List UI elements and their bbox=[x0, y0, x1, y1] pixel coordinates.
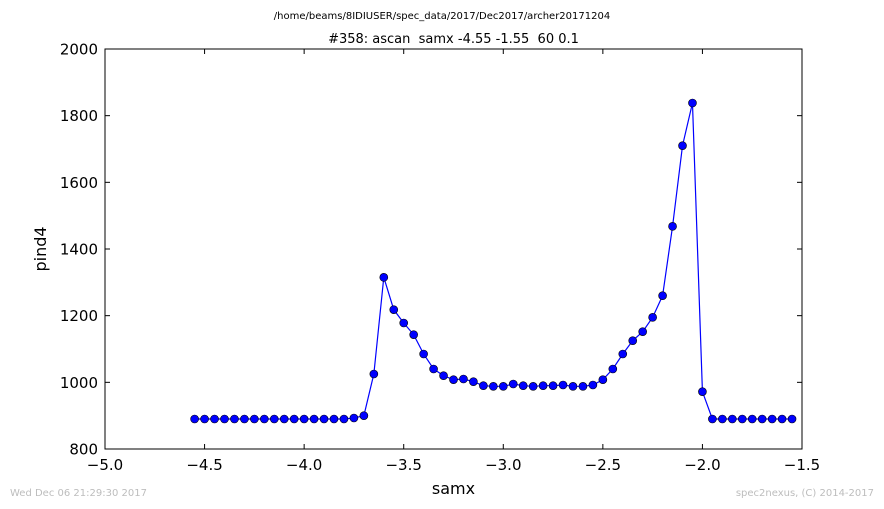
data-point bbox=[628, 336, 638, 345]
data-point bbox=[777, 414, 787, 424]
y-tick-label: 2000 bbox=[60, 41, 98, 59]
data-point bbox=[419, 349, 428, 359]
data-point bbox=[329, 414, 339, 424]
data-point bbox=[698, 387, 707, 396]
data-point bbox=[349, 413, 359, 423]
data-point bbox=[200, 414, 209, 424]
data-point bbox=[409, 330, 418, 339]
data-point bbox=[508, 379, 518, 389]
data-point bbox=[449, 375, 458, 384]
data-point bbox=[339, 414, 349, 424]
data-point bbox=[548, 381, 558, 390]
data-point bbox=[727, 414, 737, 424]
data-point bbox=[718, 414, 727, 424]
data-point bbox=[250, 414, 259, 424]
data-point bbox=[608, 364, 618, 374]
data-point bbox=[518, 381, 528, 390]
x-tick-label: −4.5 bbox=[186, 456, 222, 474]
data-point bbox=[757, 414, 767, 424]
y-tick-label: 800 bbox=[69, 441, 98, 459]
x-tick-label: −1.5 bbox=[784, 456, 820, 474]
x-tick-label: −4.0 bbox=[286, 456, 322, 474]
file-path: /home/beams/8IDIUSER/spec_data/2017/Dec2… bbox=[274, 11, 610, 22]
x-axis-label: samx bbox=[432, 479, 475, 498]
footer-credit: spec2nexus, (C) 2014-2017 bbox=[735, 488, 874, 499]
data-point bbox=[737, 414, 747, 424]
data-point bbox=[578, 382, 588, 391]
data-point bbox=[558, 380, 568, 390]
data-point bbox=[538, 381, 548, 390]
data-point bbox=[240, 414, 249, 424]
y-tick-label: 1400 bbox=[60, 241, 98, 259]
data-point bbox=[638, 327, 647, 336]
data-point bbox=[220, 414, 229, 424]
data-point bbox=[668, 222, 677, 231]
data-point bbox=[279, 414, 289, 424]
data-point bbox=[498, 382, 508, 391]
y-tick-label: 1200 bbox=[60, 307, 98, 325]
data-point bbox=[658, 291, 667, 300]
data-point bbox=[190, 414, 199, 424]
data-point bbox=[439, 371, 448, 380]
data-point bbox=[319, 414, 329, 424]
data-point bbox=[369, 369, 379, 379]
data-point bbox=[289, 414, 299, 424]
data-point bbox=[399, 318, 409, 328]
data-point bbox=[708, 414, 717, 424]
y-tick-label: 1600 bbox=[60, 174, 98, 192]
y-tick-label: 1000 bbox=[60, 374, 98, 392]
x-tick-label: −5.0 bbox=[87, 456, 123, 474]
data-point bbox=[260, 414, 269, 424]
data-point bbox=[688, 98, 697, 108]
chart-title: #358: ascan samx -4.55 -1.55 60 0.1 bbox=[328, 32, 579, 47]
data-point bbox=[299, 414, 309, 424]
data-point bbox=[747, 414, 757, 424]
footer-timestamp: Wed Dec 06 21:29:30 2017 bbox=[10, 488, 147, 499]
data-point bbox=[598, 375, 608, 384]
data-point bbox=[309, 414, 319, 424]
data-point bbox=[678, 141, 687, 150]
data-point bbox=[568, 382, 578, 391]
y-tick-label: 1800 bbox=[60, 107, 98, 125]
data-point bbox=[648, 313, 657, 322]
data-point bbox=[359, 411, 369, 420]
series-line bbox=[194, 102, 793, 420]
data-point bbox=[588, 380, 598, 390]
x-tick-label: −2.5 bbox=[585, 456, 621, 474]
data-point bbox=[528, 382, 538, 391]
data-point bbox=[489, 382, 498, 391]
data-point bbox=[767, 414, 777, 424]
y-axis-label: pind4 bbox=[31, 226, 50, 271]
data-point bbox=[389, 305, 399, 314]
x-tick-label: −3.0 bbox=[485, 456, 521, 474]
data-point bbox=[787, 414, 797, 424]
data-point bbox=[479, 381, 488, 390]
data-point bbox=[618, 349, 628, 359]
data-point bbox=[269, 414, 279, 424]
data-point bbox=[210, 414, 219, 424]
data-point bbox=[230, 414, 239, 424]
x-tick-label: −2.0 bbox=[684, 456, 720, 474]
x-tick-label: −3.5 bbox=[385, 456, 421, 474]
data-point bbox=[429, 364, 438, 374]
data-point bbox=[379, 273, 389, 282]
data-point bbox=[469, 377, 478, 386]
data-point bbox=[459, 374, 468, 384]
